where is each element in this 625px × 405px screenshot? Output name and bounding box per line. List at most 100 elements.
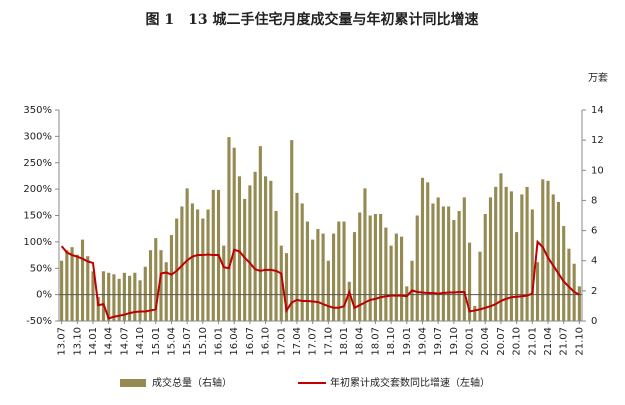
bar [525,186,529,321]
y-tick-label: 200% [23,184,52,195]
bar [332,233,336,321]
y2-tick-label: 12 [591,135,604,146]
bar [452,220,456,321]
bar [91,271,95,321]
x-tick-label: 19.01 [402,327,413,356]
x-tick-label: 20.04 [480,327,491,356]
bar [65,250,69,321]
bar [546,180,550,321]
y2-tick-label: 8 [591,195,597,206]
bar [196,209,200,321]
bar [384,227,388,321]
bar [148,250,153,321]
x-tick-label: 19.10 [449,327,460,356]
y-tick-label: 100% [23,237,52,248]
x-tick-label: 15.07 [182,327,193,356]
bar [316,229,320,321]
x-tick-label: 20.01 [465,327,476,356]
x-tick-label: 15.10 [198,327,209,356]
legend-label: 成交总量（右轴） [152,376,232,389]
x-tick-label: 17.04 [292,327,303,356]
y2-tick-label: 2 [591,286,597,297]
bar [138,280,142,321]
bar [154,238,158,321]
bar [478,251,482,321]
y2-tick-label: 10 [591,165,604,176]
x-tick-label: 20.07 [496,327,507,356]
y2-tick-label: 4 [591,256,597,267]
x-tick-label: 19.04 [417,327,428,356]
bar [462,197,466,321]
bar [488,197,493,321]
bar [122,272,126,321]
x-tick-label: 18.07 [370,327,381,356]
bar [321,233,325,321]
bar [326,260,330,321]
bar [420,177,425,321]
bar [342,221,346,321]
bar [133,272,137,321]
bar [426,182,430,321]
bar [80,239,85,321]
bar [112,274,116,321]
bar [415,215,419,321]
x-tick-label: 14.07 [119,327,130,356]
x-tick-label: 21.01 [527,327,538,356]
bar [467,242,472,321]
bar [494,186,498,321]
bar [143,266,147,321]
bar [389,245,393,321]
bar [206,209,210,321]
x-tick-label: 19.07 [433,327,444,356]
bar [363,188,367,321]
bar [399,236,404,321]
bar [473,305,477,321]
bar [237,176,242,321]
bar [305,221,309,321]
bar [556,201,561,321]
bar [535,262,540,321]
x-tick-label: 18.01 [339,327,350,356]
bar [290,140,294,321]
bar [269,180,273,321]
x-tick-label: 18.10 [386,327,397,356]
x-tick-label: 13.10 [72,327,83,356]
bar [394,233,398,321]
bar [284,253,289,321]
x-tick-label: 21.10 [574,327,585,356]
bar [295,192,299,321]
bar [190,203,194,321]
bar [436,197,440,321]
bar [499,173,503,321]
x-tick-label: 14.04 [104,327,115,356]
bar [447,206,451,321]
x-tick-label: 14.10 [135,327,146,356]
x-tick-label: 20.10 [512,327,523,356]
y-tick-label: 0% [36,290,52,301]
bar [117,278,121,321]
bar [300,203,304,321]
y-tick-label: -50% [26,316,52,327]
bar [227,137,231,321]
x-tick-label: 16.01 [214,327,225,356]
x-tick-label: 15.04 [166,327,177,356]
bar [164,262,168,321]
x-tick-label: 17.01 [276,327,287,356]
bar [358,212,362,321]
bar [60,260,64,321]
y2-unit: 万套 [588,71,608,84]
x-tick-label: 17.10 [323,327,334,356]
bar [86,256,90,321]
x-tick-label: 16.10 [261,327,272,356]
x-tick-label: 21.04 [543,327,554,356]
bar [515,232,519,321]
bar [274,210,278,321]
bar [577,286,581,321]
x-tick-label: 16.04 [229,327,240,356]
legend-swatch [120,379,146,387]
bar [258,146,262,321]
bar [279,245,283,321]
bar [232,147,236,321]
bar [96,296,100,321]
bar [75,254,79,321]
